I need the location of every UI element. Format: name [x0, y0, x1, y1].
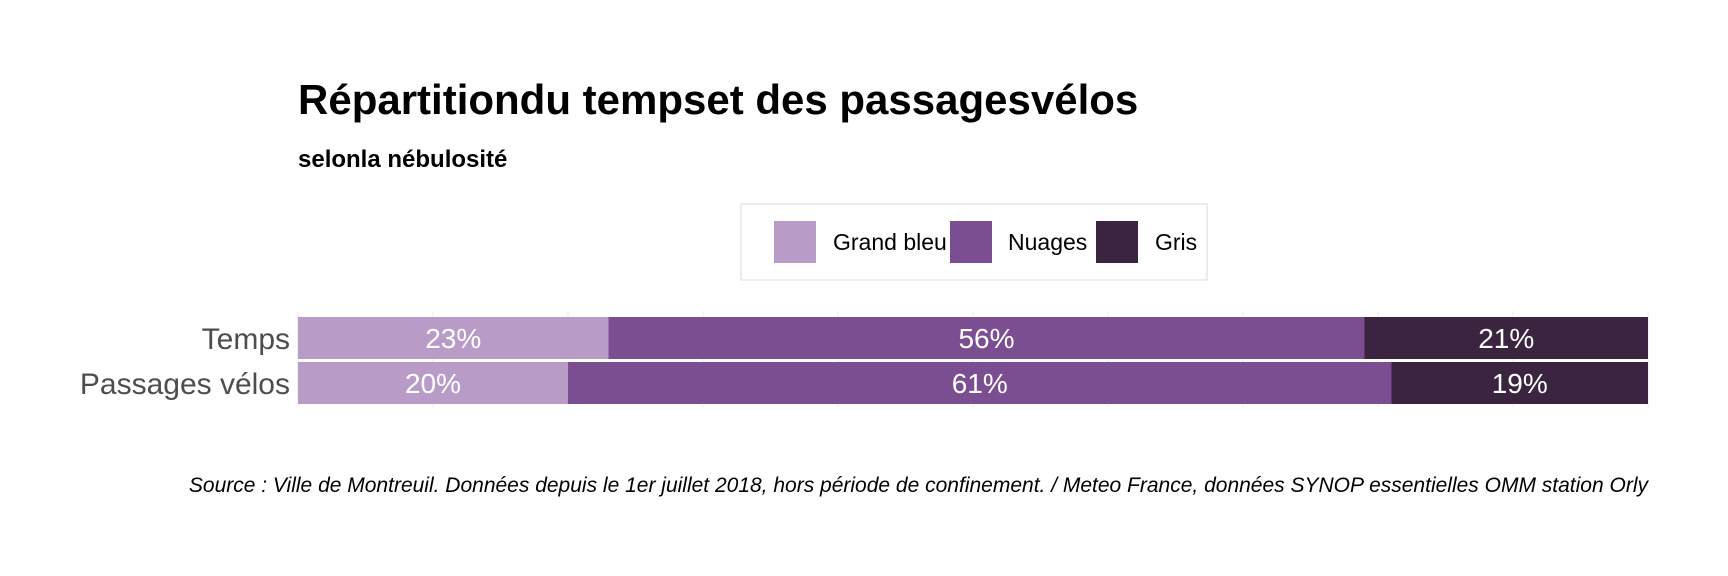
- bar-nuages: [608, 317, 1365, 359]
- category-labels: Temps Passages vélos: [80, 323, 290, 401]
- bar-grand-bleu: [298, 317, 609, 359]
- bars: 23% 56% 21% 20% 61% 19%: [298, 317, 1648, 404]
- bar-grand-bleu: [298, 362, 568, 404]
- legend: Grand bleu Nuages Gris: [774, 221, 1197, 263]
- bar-label: 61%: [952, 368, 1008, 399]
- bar-label: 19%: [1492, 368, 1548, 399]
- bar-gris: [1391, 362, 1648, 404]
- legend-key-grand-bleu: [774, 221, 816, 263]
- bar-label: 21%: [1478, 323, 1534, 354]
- chart-title: Répartitiondu tempset des passagesvélos: [298, 76, 1138, 123]
- chart-caption: Source : Ville de Montreuil. Données dep…: [189, 474, 1650, 497]
- legend-label: Nuages: [1008, 229, 1087, 255]
- legend-key-nuages: [950, 221, 992, 263]
- bar-gris: [1364, 317, 1648, 359]
- bar-label: 23%: [425, 323, 481, 354]
- category-label: Temps: [202, 323, 290, 356]
- chart-subtitle: selonla nébulosité: [298, 146, 507, 173]
- legend-label: Grand bleu: [833, 229, 947, 255]
- category-label: Passages vélos: [80, 368, 290, 401]
- legend-key-gris: [1096, 221, 1138, 263]
- bar-label: 56%: [958, 323, 1014, 354]
- bar-label: 20%: [405, 368, 461, 399]
- bar-nuages: [568, 362, 1392, 404]
- legend-label: Gris: [1155, 229, 1197, 255]
